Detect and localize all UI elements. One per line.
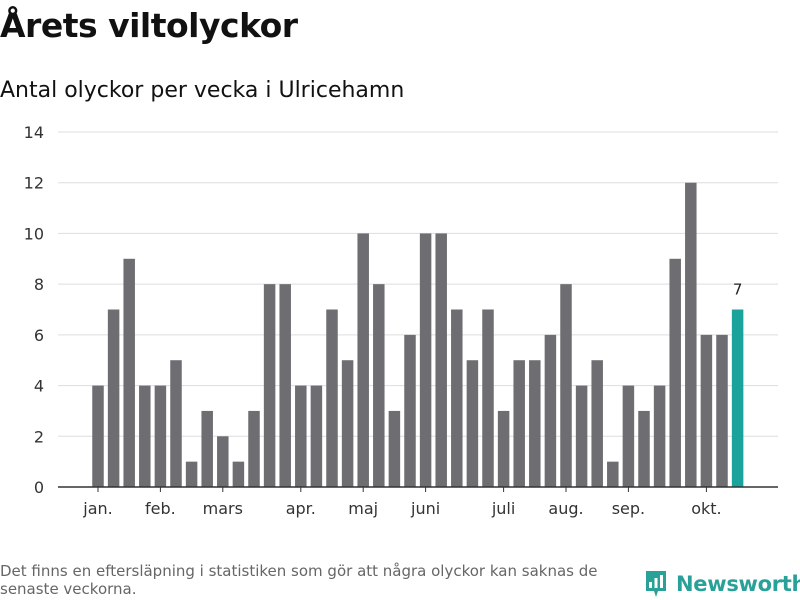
x-tick-label: jan.: [82, 499, 112, 518]
bar: [685, 182, 697, 487]
bar: [700, 334, 713, 487]
bar-chart: 0 2 4 6 8 10 12 14 jan. feb. mars apr. maj juni juli au…: [24, 123, 778, 518]
bar: [669, 258, 681, 487]
bar: [201, 410, 213, 487]
bar: [279, 284, 291, 487]
bar: [435, 233, 447, 487]
bar: [419, 233, 432, 487]
bar-highlight: [731, 309, 744, 487]
bar: [92, 385, 104, 487]
x-tick-label: feb.: [145, 499, 176, 518]
newsworthy-logo-icon: [646, 571, 666, 597]
x-tick-label: mars: [203, 499, 243, 518]
x-tick-label: okt.: [691, 499, 721, 518]
bar: [404, 334, 416, 487]
data-label: 7: [733, 281, 743, 299]
bar: [154, 385, 167, 487]
x-tick-label: sep.: [612, 499, 645, 518]
y-tick-label: 12: [24, 174, 44, 193]
bar: [357, 233, 369, 487]
bar: [466, 360, 479, 487]
bar: [107, 309, 120, 487]
bar: [653, 385, 666, 487]
bar: [170, 360, 182, 487]
bar: [263, 284, 276, 487]
bar: [123, 258, 135, 487]
bar: [544, 334, 557, 487]
y-tick-label: 6: [34, 326, 44, 345]
bar: [497, 410, 510, 487]
chart-subtitle: Antal olyckor per vecka i Ulricehamn: [0, 78, 405, 103]
bar: [451, 309, 463, 487]
x-tick-label: apr.: [286, 499, 316, 518]
bar: [217, 436, 229, 487]
bar: [310, 385, 323, 487]
bar: [575, 385, 588, 487]
y-tick-label: 4: [34, 377, 44, 396]
brand-logo: Newsworthy: [644, 569, 800, 599]
bar: [638, 410, 650, 487]
y-tick-label: 10: [24, 224, 44, 243]
bar: [607, 461, 619, 487]
y-tick-label: 2: [34, 427, 44, 446]
x-tick-label: juli: [491, 499, 515, 518]
bar: [248, 410, 260, 487]
bar: [482, 309, 494, 487]
brand-name: Newsworthy: [676, 572, 800, 596]
bar: [716, 334, 728, 487]
x-tick-label: aug.: [548, 499, 583, 518]
bar: [341, 360, 354, 487]
bar: [388, 410, 401, 487]
y-tick-label: 8: [34, 275, 44, 294]
bar: [139, 385, 151, 487]
bar: [232, 461, 245, 487]
bar: [373, 284, 385, 487]
x-tick-label: juni: [410, 499, 440, 518]
bar: [591, 360, 603, 487]
footnote: Det finns en eftersläpning i statistiken…: [0, 562, 598, 598]
bar: [622, 385, 635, 487]
bar: [326, 309, 338, 487]
bar: [295, 385, 307, 487]
bar: [185, 461, 198, 487]
bar: [560, 284, 572, 487]
x-tick-label: maj: [348, 499, 378, 518]
bar: [513, 360, 525, 487]
y-tick-label: 14: [24, 123, 44, 142]
chart-title: Årets viltolyckor: [0, 6, 298, 45]
y-tick-label: 0: [34, 478, 44, 497]
bar: [529, 360, 541, 487]
